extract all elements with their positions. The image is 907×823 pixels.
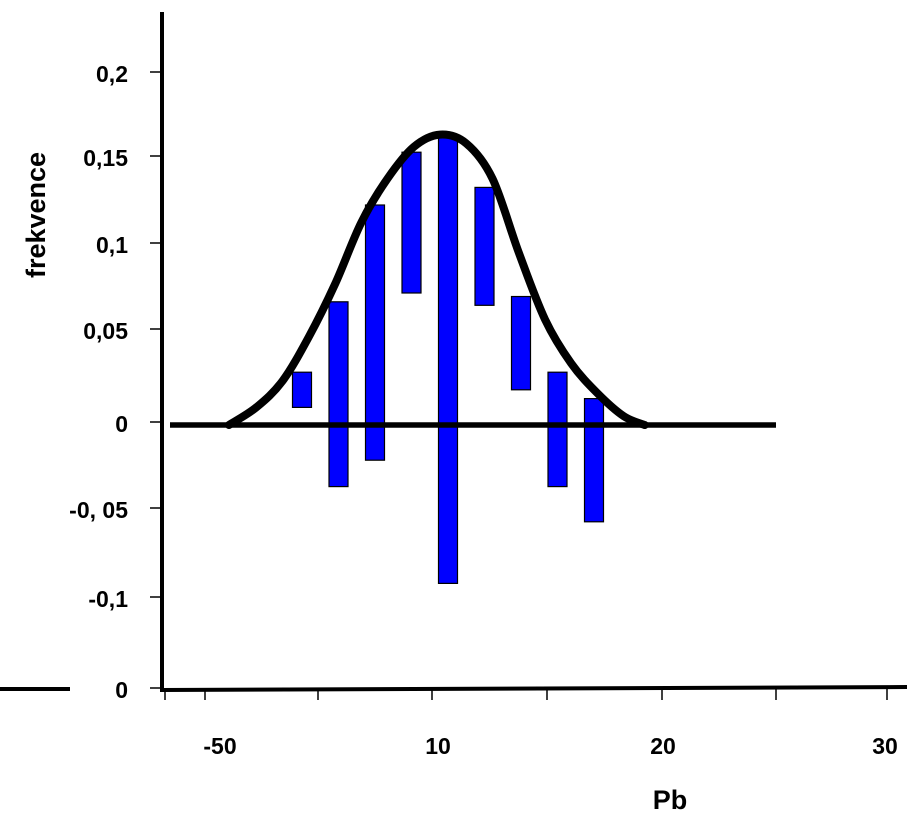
y-tick-label: 0,15 [83,145,128,171]
y-tick-label: 0,05 [83,318,128,344]
y-tick-label: 0 [115,677,128,703]
axes [0,12,907,700]
x-tick-label: -50 [203,733,236,759]
y-tick-label: 0,1 [96,232,128,258]
y-axis-title: frekvence [21,152,51,278]
x-axis-title: Pb [653,785,688,815]
bar [291,371,313,409]
distribution-curve [224,130,649,429]
labels: 0,2 0,15 0,1 0,05 0 -0, 05 -0,1 0 -50 10 20 30 [69,61,898,759]
bar [401,151,422,294]
x-axis-line [161,685,907,692]
x-tick-label: 20 [650,733,676,759]
bar [328,301,349,488]
bar [547,371,568,488]
x-tick-label: 10 [425,733,451,759]
bar [474,186,495,306]
bar [583,398,605,523]
x-tick-label: 30 [872,733,898,759]
bar [510,295,532,391]
bars [291,134,605,584]
bar [364,204,386,461]
curve-group [224,130,649,429]
bar [437,134,459,584]
y-tick-label: 0 [115,411,128,437]
y-tick-label: -0, 05 [69,497,128,523]
y-tick-label: 0,2 [96,61,128,87]
y-tick-label: -0,1 [88,586,128,612]
